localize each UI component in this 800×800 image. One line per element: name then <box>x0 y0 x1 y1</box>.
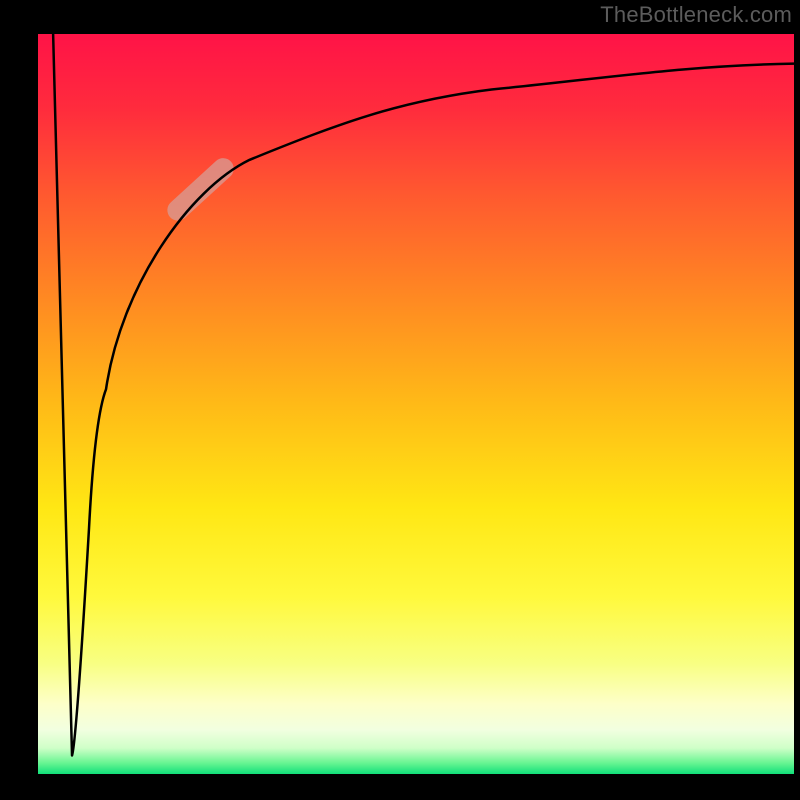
watermark-text: TheBottleneck.com <box>600 2 792 28</box>
chart-root: { "watermark": { "text": "TheBottleneck.… <box>0 0 800 800</box>
gradient-plot <box>0 0 800 800</box>
